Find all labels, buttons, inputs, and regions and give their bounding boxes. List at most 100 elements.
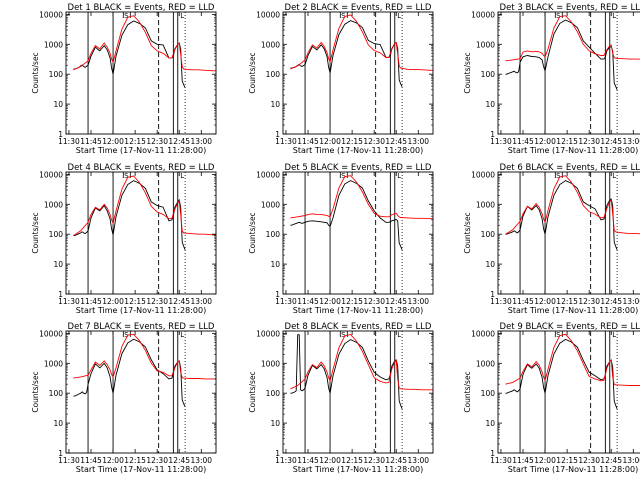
plot-frame [65,11,217,135]
x-axis-label: Start Time (17-Nov-11 11:28:00) [76,465,206,474]
x-tick-label: 12:00 [319,456,341,465]
x-tick-label: 12:15 [556,297,578,306]
x-tick-label: 12:45 [600,137,622,146]
plot-frame [282,11,434,135]
x-axis-label: Start Time (17-Nov-11 11:28:00) [76,146,206,155]
x-tick-label: 12:45 [385,456,407,465]
y-tick-label: 10 [270,100,280,109]
x-tick-label: 12:15 [124,137,146,146]
x-tick-label: 12:00 [534,297,556,306]
x-axis-label: Start Time (17-Nov-11 11:28:00) [508,146,638,155]
x-tick-label: 12:15 [556,137,578,146]
series-line-events [505,19,618,90]
panel-title: Det 5 BLACK = Events, RED = LLD [285,163,432,173]
y-tick-label: 100 [266,70,281,79]
panel-title: Det 3 BLACK = Events, RED = LLD [500,3,640,13]
y-tick-label: 10 [485,419,495,428]
bracket-label-l: L [180,331,184,339]
y-tick-label: 100 [481,230,496,239]
x-tick-label: 12:15 [341,137,363,146]
x-tick-label: 11:30 [275,137,297,146]
y-axis-label: Counts/sec [31,212,40,253]
panel-title: Det 8 BLACK = Events, RED = LLD [285,322,432,332]
panel-title: Det 4 BLACK = Events, RED = LLD [68,163,215,173]
x-tick-label: 12:45 [385,297,407,306]
x-axis-label: Start Time (17-Nov-11 11:28:00) [293,306,423,315]
x-tick-label: 12:15 [124,456,146,465]
panel-title: Det 7 BLACK = Events, RED = LLD [68,322,215,332]
x-tick-label: 11:30 [275,297,297,306]
x-tick-label: 13:00 [622,456,640,465]
series-line-lld [505,175,640,235]
x-tick-label: 12:30 [146,137,168,146]
y-tick-label: 100 [266,389,281,398]
y-axis-label: Counts/sec [248,212,257,253]
y-tick-label: 1 [275,290,280,299]
y-tick-label: 10 [485,100,495,109]
x-tick-label: 11:45 [80,456,102,465]
y-axis-label: Counts/sec [248,52,257,93]
x-tick-label: 11:30 [490,137,512,146]
x-tick-label: 12:00 [102,297,124,306]
plot-frame [282,330,434,454]
y-tick-label: 1000 [44,40,63,49]
plot-frame [282,171,434,295]
bracket-label-l: L [612,331,616,339]
bracket-s [339,12,348,18]
y-axis-label: Counts/sec [463,212,472,253]
x-axis-label: Start Time (17-Nov-11 11:28:00) [508,306,638,315]
bracket-label-s: S [341,172,346,180]
panel-title: Det 2 BLACK = Events, RED = LLD [285,3,432,13]
series-line-lld [505,333,640,387]
y-tick-label: 10 [53,260,63,269]
bracket-s [554,172,563,178]
bracket-s [554,12,563,18]
x-tick-label: 12:30 [363,456,385,465]
y-axis-label: Counts/sec [31,52,40,93]
y-tick-label: 1 [490,290,495,299]
y-tick-label: 10000 [471,10,495,19]
plot-frame [497,330,640,454]
bracket-label-l: L [397,331,401,339]
x-tick-label: 13:00 [190,297,212,306]
y-axis-label: Counts/sec [31,371,40,412]
y-tick-label: 10000 [256,10,280,19]
series-line-events [505,338,618,409]
y-tick-label: 100 [49,70,64,79]
y-tick-label: 1000 [476,359,495,368]
x-tick-label: 11:45 [80,297,102,306]
x-tick-label: 12:30 [578,456,600,465]
series-line-lld [73,333,216,380]
plot-frame [497,11,640,135]
x-tick-label: 12:45 [168,297,190,306]
bracket-s [122,331,131,337]
x-tick-label: 11:45 [80,137,102,146]
x-axis-label: Start Time (17-Nov-11 11:28:00) [293,465,423,474]
bracket-label-l: L [612,172,616,180]
x-tick-label: 11:45 [297,137,319,146]
y-tick-label: 1 [58,130,63,139]
bracket-s [554,331,563,337]
x-tick-label: 11:45 [512,297,534,306]
x-tick-label: 13:00 [407,137,429,146]
y-tick-label: 10 [270,260,280,269]
x-tick-label: 13:00 [407,297,429,306]
x-tick-label: 12:15 [341,297,363,306]
plot-frame [65,330,217,454]
y-tick-label: 10000 [256,329,280,338]
x-tick-label: 12:30 [146,456,168,465]
y-tick-label: 1000 [44,359,63,368]
series-line-lld [290,175,433,220]
bracket-s [339,172,348,178]
y-tick-label: 10 [53,419,63,428]
bracket-label-s: S [341,12,346,20]
x-tick-label: 12:45 [600,297,622,306]
series-line-lld [505,15,640,62]
x-tick-label: 11:30 [490,297,512,306]
x-tick-label: 12:30 [578,297,600,306]
